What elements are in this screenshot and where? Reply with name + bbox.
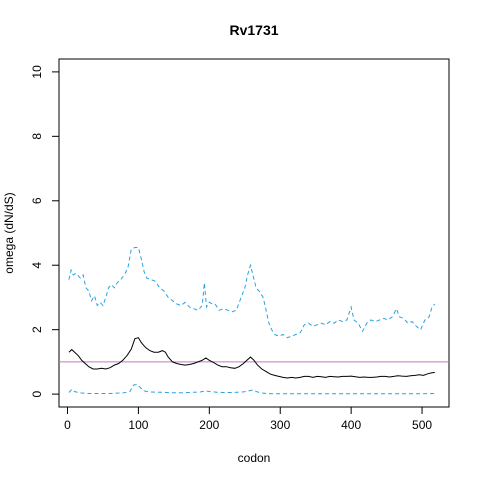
series-layer	[68, 247, 436, 395]
x-tick-label: 400	[341, 418, 361, 432]
x-tick-label: 0	[64, 418, 71, 432]
x-tick-label: 500	[412, 418, 432, 432]
y-tick-label: 10	[30, 65, 44, 79]
x-axis: 0 100 200 300 400 500	[64, 406, 432, 432]
x-tick-label: 200	[199, 418, 219, 432]
series-line-upper	[68, 247, 436, 339]
chart-title: Rv1731	[229, 22, 278, 38]
series-line-lower	[68, 383, 435, 395]
y-tick-label: 2	[30, 326, 44, 333]
x-axis-label: codon	[238, 451, 271, 465]
plot-frame	[58, 58, 450, 408]
x-tick-label: 300	[270, 418, 290, 432]
y-axis-label: omega (dN/dS)	[2, 192, 16, 273]
y-axis: 0 2 4 6 8 10	[30, 65, 59, 397]
y-tick-label: 8	[30, 133, 44, 140]
series-line-mean	[68, 337, 435, 379]
y-tick-label: 6	[30, 197, 44, 204]
x-tick-label: 100	[128, 418, 148, 432]
y-tick-label: 4	[30, 262, 44, 269]
y-tick-label: 0	[30, 390, 44, 397]
